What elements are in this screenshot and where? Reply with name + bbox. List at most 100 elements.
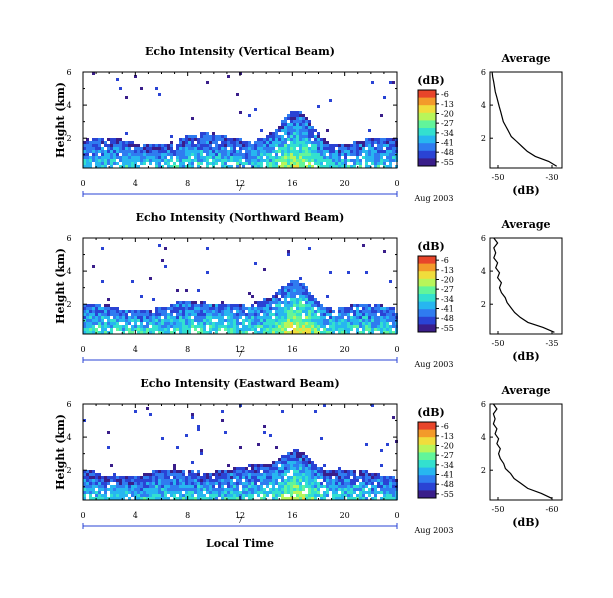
heatmap-cell bbox=[179, 159, 182, 162]
heatmap-cell bbox=[302, 485, 305, 488]
heatmap-cell bbox=[191, 479, 194, 482]
heatmap-cell bbox=[224, 147, 227, 150]
x-tick-label: 8 bbox=[185, 179, 190, 188]
heatmap-cell bbox=[296, 289, 299, 292]
heatmap-cell bbox=[152, 494, 155, 497]
heatmap-cell bbox=[176, 322, 179, 325]
heatmap-cell bbox=[320, 141, 323, 144]
heatmap-cell bbox=[392, 316, 395, 319]
heatmap-cell bbox=[242, 482, 245, 485]
panel-title: Echo Intensity (Eastward Beam) bbox=[140, 377, 339, 390]
heatmap-cell bbox=[323, 485, 326, 488]
heatmap-cell bbox=[188, 485, 191, 488]
heatmap-cell bbox=[353, 165, 356, 168]
heatmap-cell bbox=[332, 147, 335, 150]
heatmap-cell bbox=[137, 485, 140, 488]
heatmap-cell bbox=[269, 156, 272, 159]
heatmap-cell bbox=[185, 319, 188, 322]
heatmap-cell bbox=[218, 479, 221, 482]
heatmap-cell bbox=[347, 316, 350, 319]
heatmap-cell bbox=[269, 298, 272, 301]
heatmap-cell bbox=[221, 159, 224, 162]
heatmap-cell bbox=[140, 147, 143, 150]
heatmap-cell bbox=[281, 147, 284, 150]
heatmap-cell bbox=[263, 479, 266, 482]
heatmap-cell bbox=[311, 310, 314, 313]
heatmap-cell bbox=[302, 132, 305, 135]
heatmap-cell bbox=[92, 316, 95, 319]
heatmap-cell bbox=[281, 292, 284, 295]
heatmap-cell bbox=[197, 150, 200, 153]
heatmap-cell bbox=[281, 310, 284, 313]
heatmap-cell bbox=[83, 476, 86, 479]
heatmap-cell bbox=[257, 485, 260, 488]
heatmap-cell bbox=[299, 494, 302, 497]
heatmap-cell bbox=[140, 497, 143, 500]
heatmap-cell bbox=[212, 316, 215, 319]
heatmap-cell bbox=[353, 141, 356, 144]
heatmap-cell bbox=[155, 313, 158, 316]
heatmap-cell bbox=[356, 476, 359, 479]
heatmap-cell bbox=[113, 322, 116, 325]
heatmap-cell bbox=[212, 479, 215, 482]
heatmap-cell bbox=[89, 150, 92, 153]
heatmap-cell bbox=[362, 156, 365, 159]
heatmap-cell bbox=[182, 138, 185, 141]
heatmap-cell bbox=[92, 304, 95, 307]
heatmap-cell bbox=[305, 473, 308, 476]
heatmap-cell bbox=[188, 470, 191, 473]
heatmap-cell bbox=[152, 488, 155, 491]
heatmap-cell bbox=[389, 156, 392, 159]
heatmap-cell bbox=[293, 455, 296, 458]
heatmap-cell bbox=[230, 470, 233, 473]
heatmap-cell bbox=[293, 452, 296, 455]
heatmap-cell bbox=[179, 156, 182, 159]
heatmap-cell bbox=[221, 150, 224, 153]
heatmap-cell bbox=[287, 138, 290, 141]
heatmap-cell bbox=[221, 473, 224, 476]
heatmap-cell bbox=[242, 494, 245, 497]
heatmap-cell bbox=[146, 488, 149, 491]
heatmap-cell bbox=[284, 479, 287, 482]
heatmap-cell bbox=[140, 162, 143, 165]
heatmap-cell bbox=[188, 497, 191, 500]
heatmap-cell bbox=[290, 461, 293, 464]
heatmap-cell bbox=[185, 304, 188, 307]
heatmap-cell bbox=[104, 322, 107, 325]
heatmap-cell bbox=[344, 325, 347, 328]
heatmap-cell bbox=[263, 467, 266, 470]
colorbar-unit: (dB) bbox=[417, 240, 444, 253]
heatmap-cell bbox=[167, 470, 170, 473]
heatmap-cell bbox=[233, 482, 236, 485]
heatmap-cell bbox=[323, 138, 326, 141]
heatmap-cell bbox=[149, 144, 152, 147]
heatmap-cell bbox=[200, 331, 203, 334]
heatmap-cell bbox=[272, 464, 275, 467]
colorbar-segment bbox=[418, 271, 436, 280]
heatmap-cell bbox=[305, 479, 308, 482]
heatmap-cell bbox=[218, 307, 221, 310]
heatmap-cell bbox=[110, 464, 113, 467]
heatmap-cell bbox=[329, 328, 332, 331]
heatmap-cell bbox=[296, 331, 299, 334]
heatmap-cell bbox=[383, 153, 386, 156]
heatmap-cell bbox=[185, 289, 188, 292]
heatmap-cell bbox=[365, 479, 368, 482]
heatmap-cell bbox=[95, 328, 98, 331]
heatmap-cell bbox=[320, 307, 323, 310]
heatmap-cell bbox=[122, 141, 125, 144]
heatmap-cell bbox=[389, 307, 392, 310]
heatmap-cell bbox=[158, 165, 161, 168]
heatmap-cell bbox=[290, 310, 293, 313]
heatmap-cell bbox=[245, 494, 248, 497]
heatmap-cell bbox=[104, 150, 107, 153]
heatmap-cell bbox=[389, 494, 392, 497]
heatmap-cell bbox=[347, 485, 350, 488]
heatmap-cell bbox=[287, 325, 290, 328]
heatmap-cell bbox=[299, 277, 302, 280]
heatmap-cell bbox=[263, 147, 266, 150]
heatmap-cell bbox=[209, 482, 212, 485]
heatmap-cell bbox=[200, 135, 203, 138]
heatmap-cell bbox=[299, 123, 302, 126]
colorbar-tick-label: -13 bbox=[441, 432, 454, 441]
